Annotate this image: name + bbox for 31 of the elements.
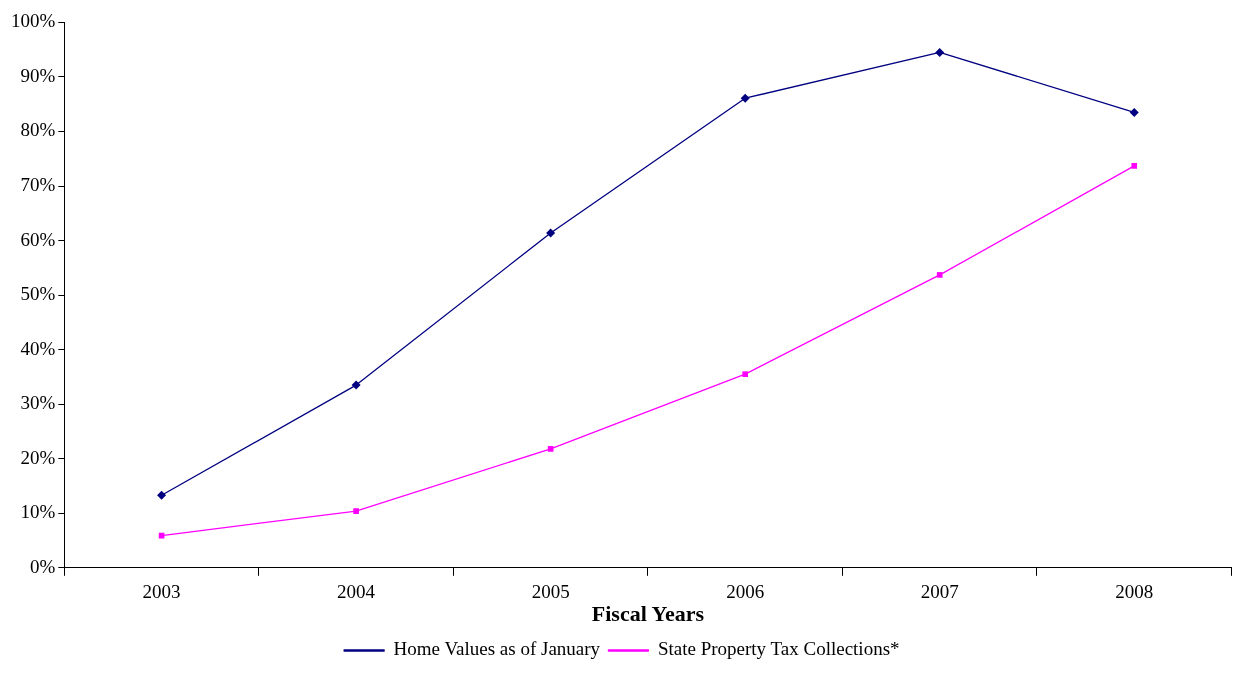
y-tick-label: 0% — [30, 555, 56, 577]
y-tick-label: 90% — [20, 64, 56, 86]
x-axis-title: Fiscal Years — [591, 601, 705, 627]
point — [547, 446, 554, 452]
point — [1129, 107, 1139, 117]
y-tick-label: 10% — [20, 501, 56, 523]
y-tick-label: 100% — [11, 10, 56, 32]
point — [935, 47, 945, 57]
y-tick-label: 50% — [20, 283, 56, 305]
x-tick-label: 2006 — [726, 581, 765, 603]
x-tick-label: 2005 — [531, 581, 570, 603]
point — [742, 371, 749, 378]
y-tick-label: 40% — [20, 337, 56, 359]
y-tick-label: 60% — [20, 228, 56, 250]
x-tick-label: 2007 — [920, 581, 959, 603]
y-tick-label: 30% — [20, 392, 56, 414]
x-tick-label: 2008 — [1115, 581, 1154, 603]
point — [936, 272, 943, 278]
point — [1131, 163, 1138, 169]
point — [351, 380, 361, 390]
point — [353, 508, 359, 514]
point — [157, 490, 167, 500]
point — [546, 228, 556, 238]
point — [740, 93, 750, 103]
y-tick-label: 20% — [20, 446, 56, 468]
y-tick-label: 80% — [20, 119, 56, 141]
x-tick-label: 2003 — [142, 581, 181, 603]
legend-label: Home Values as of January — [393, 638, 601, 660]
legend-label: State Property Tax Collections* — [657, 638, 900, 660]
y-tick-label: 70% — [20, 174, 56, 195]
x-tick-label: 2004 — [337, 581, 376, 603]
